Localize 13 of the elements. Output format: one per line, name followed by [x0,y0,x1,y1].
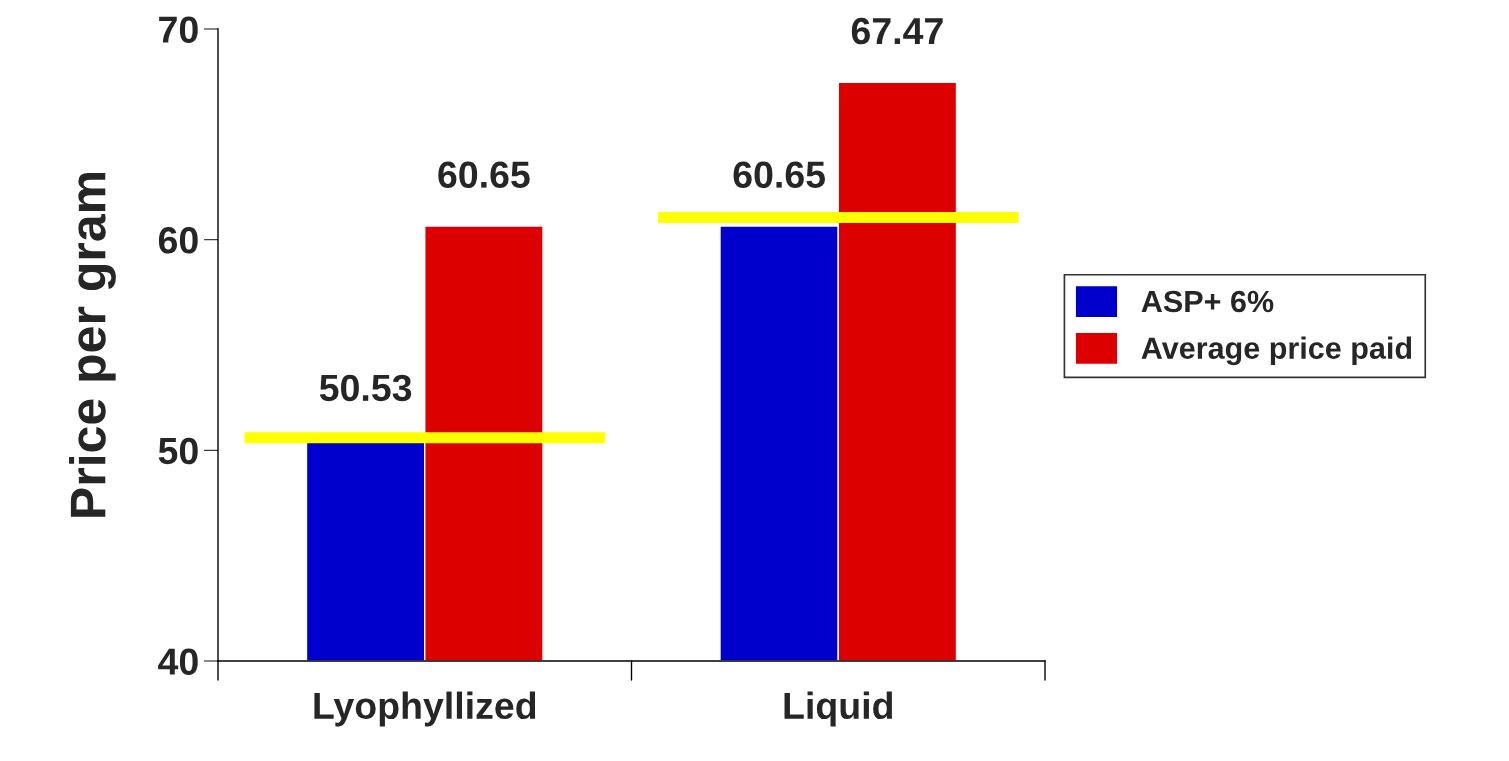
data-label: 60.65 [438,161,530,189]
legend-label: ASP+ 6% [1141,290,1274,313]
x-tick-label: Lyophyllized [314,691,536,727]
y-tick-label: 40 [158,648,198,675]
x-tick-label: Liquid [784,691,893,727]
y-tick-label: 70 [159,16,198,43]
data-label: 67.47 [851,17,943,45]
data-label: 60.65 [733,161,825,189]
y-axis-title: Price per gram [69,173,116,517]
y-tick-label: 60 [158,227,198,254]
data-label: 50.53 [319,374,412,402]
legend-label: Average price paid [1141,336,1412,366]
y-tick-label: 50 [158,437,198,465]
